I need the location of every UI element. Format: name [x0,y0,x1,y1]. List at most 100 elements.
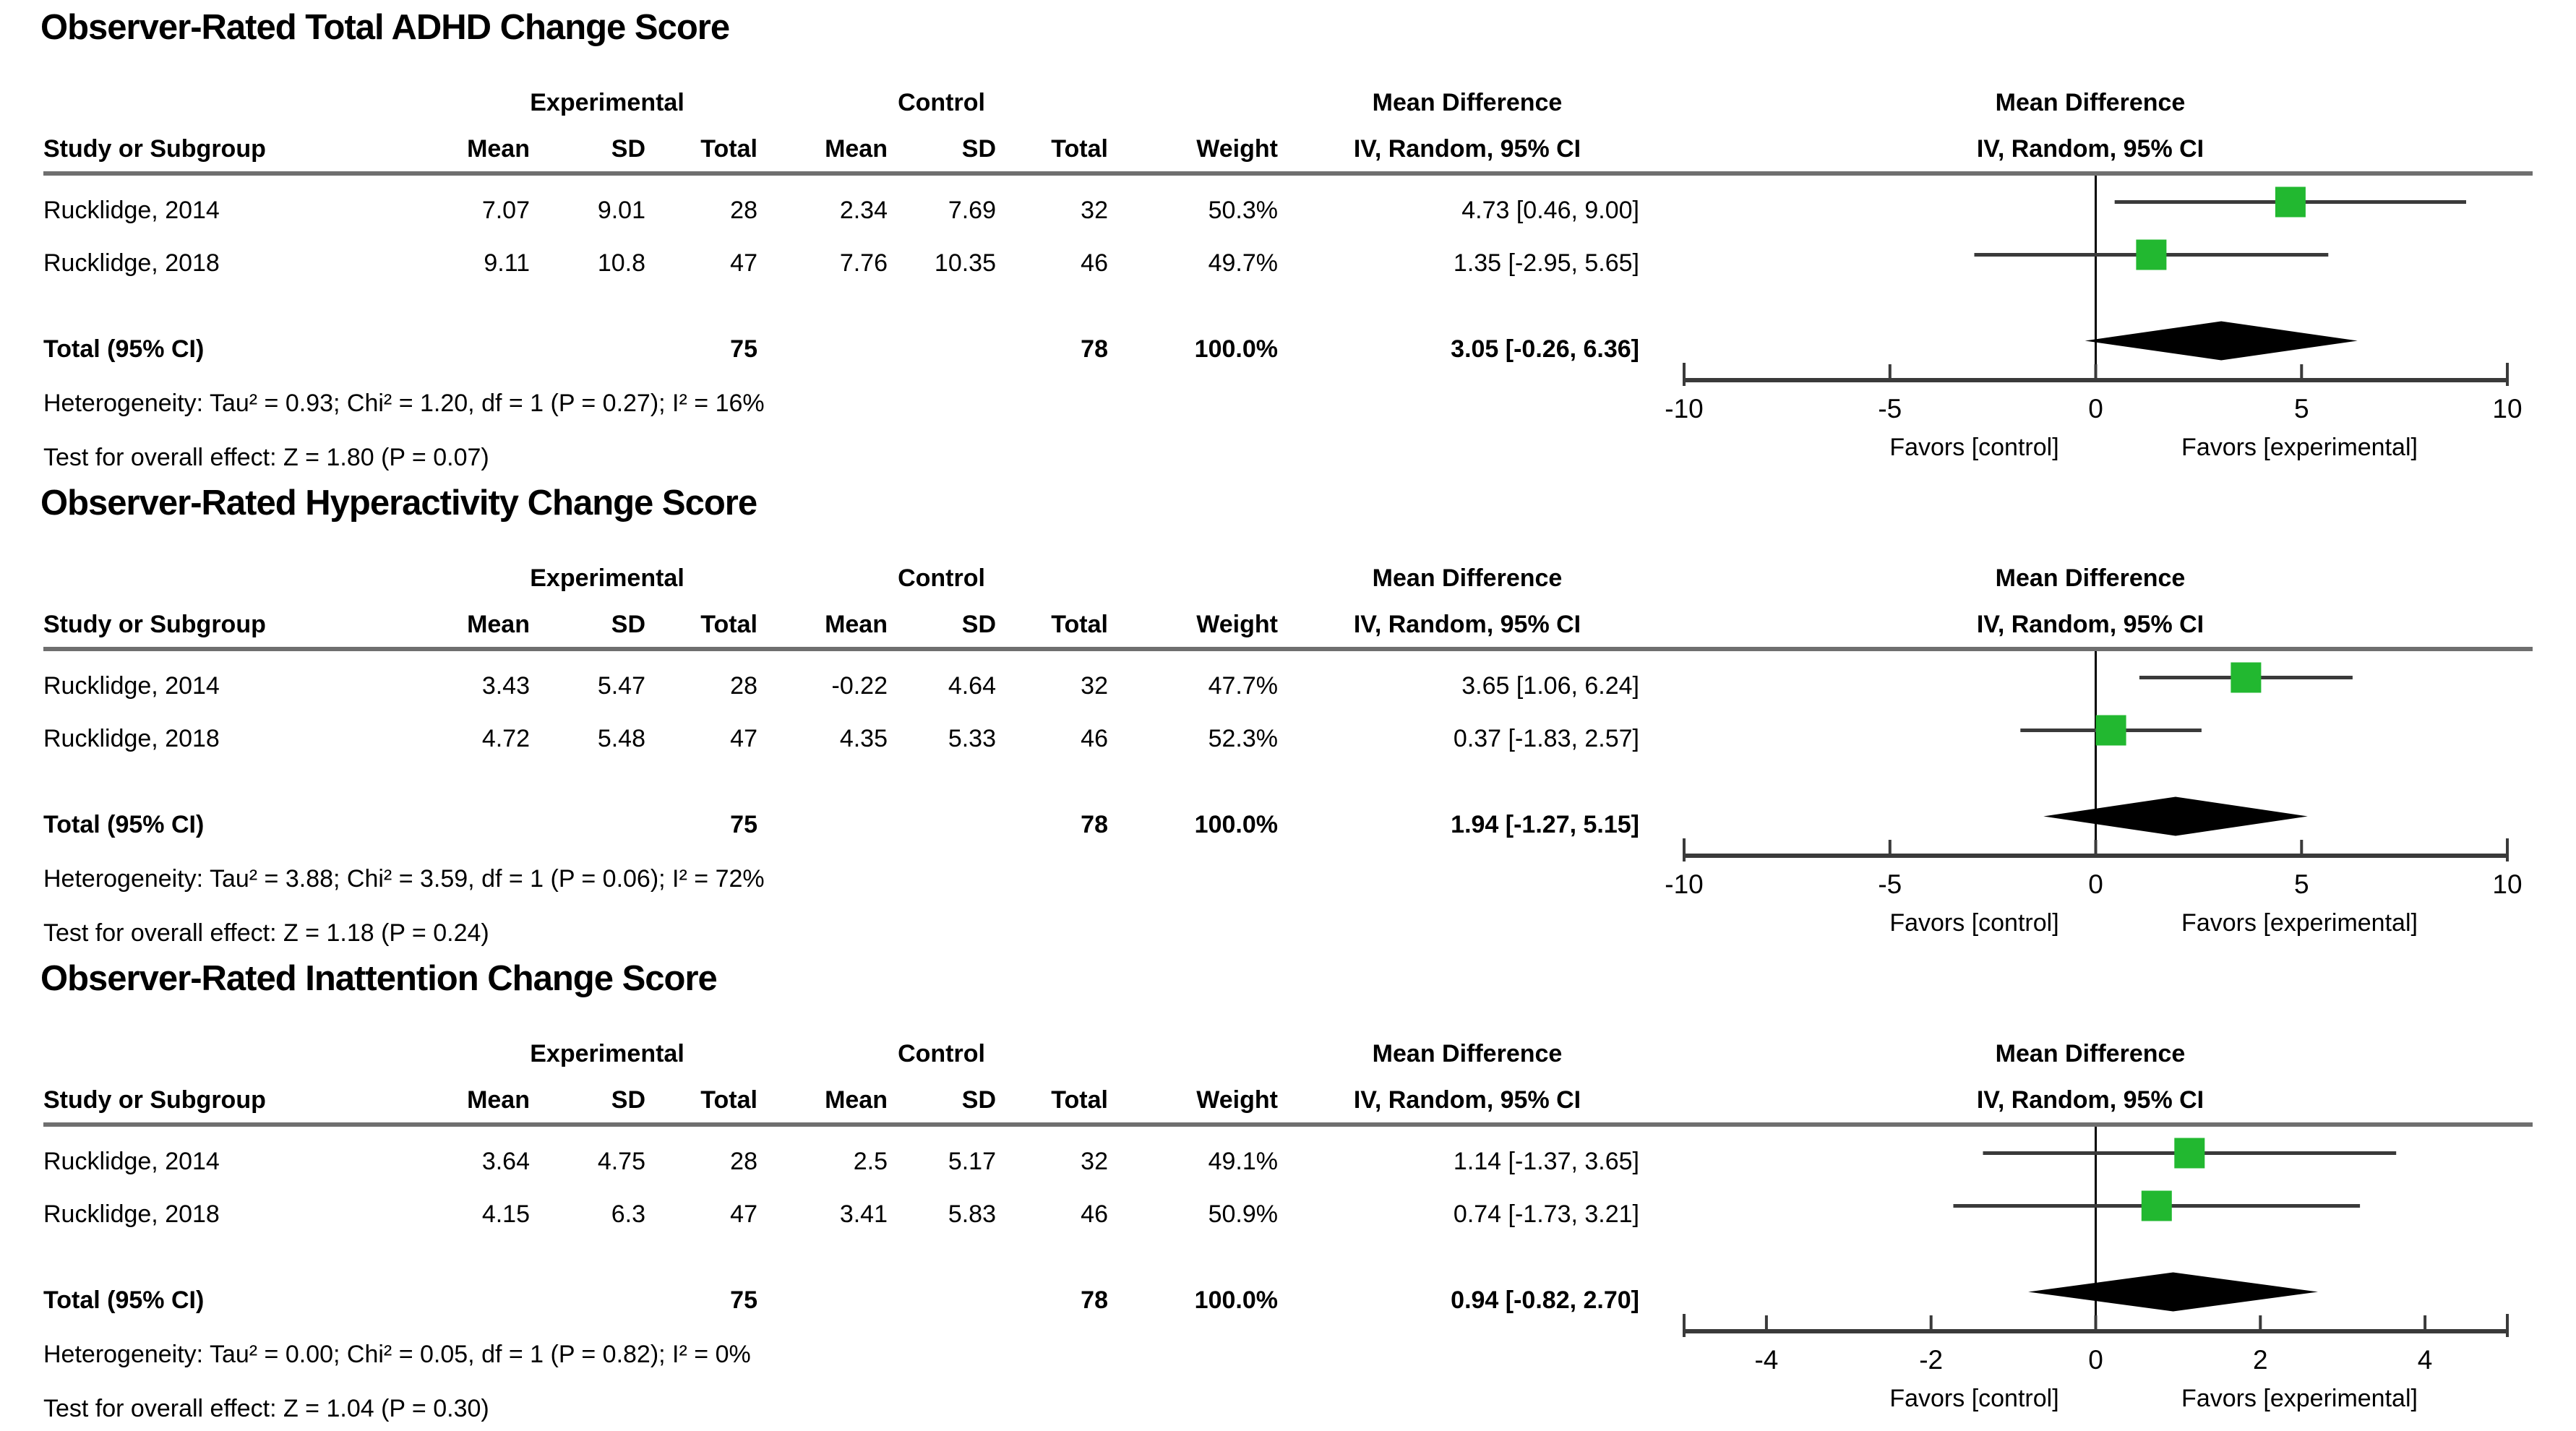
empty-cell [448,1268,538,1321]
total-exp-total: 75 [730,811,757,838]
favors-experimental-label: Favors [experimental] [2181,1385,2418,1412]
ci-plot-subheader: IV, Random, 95% CI [1976,1086,2204,1114]
summary-table: Experimental Control Mean Difference Mea… [43,1018,2576,1430]
exp-sd: 10.8 [597,249,645,277]
exp-total: 47 [730,249,757,277]
ctrl-total: 32 [1081,1148,1108,1175]
heterogeneity-line: Heterogeneity: Tau² = 3.88; Chi² = 3.59,… [43,865,765,893]
weight-header: Weight [1196,611,1278,638]
exp-sd-header: SD [611,135,645,163]
total-ci-text: 3.05 [-0.26, 6.36] [1451,335,1639,363]
empty-cell [43,1018,448,1075]
ctrl-mean: 4.35 [839,725,888,752]
empty-cell [896,1268,1005,1321]
forest-panel-total-adhd: Observer-Rated Total ADHD Change Score E… [0,7,2576,478]
exp-mean: 7.07 [481,197,530,224]
mean-difference-plot-header: Mean Difference [1995,564,2186,592]
panel-title: Observer-Rated Total ADHD Change Score [40,8,730,47]
total-ci-text: 1.94 [-1.27, 5.15] [1451,811,1639,838]
control-group-header: Control [898,89,985,116]
effect-square [2174,1138,2205,1169]
weight: 50.9% [1208,1200,1278,1228]
panel-title: Observer-Rated Inattention Change Score [40,959,718,998]
favors-experimental-label: Favors [experimental] [2181,434,2418,461]
total-label: Total (95% CI) [43,1286,205,1314]
study-column-header: Study or Subgroup [43,611,266,638]
forest-plot: -10 -5 0 5 10 Favors [control] Favors [experim… [1665,176,2523,461]
ctrl-sd: 5.33 [948,725,996,752]
panel-title: Observer-Rated Hyperactivity Change Scor… [40,484,757,523]
total-weight: 100.0% [1194,811,1278,838]
exp-total-header: Total [700,135,757,163]
effect-square [2136,239,2167,270]
overall-effect-line: Test for overall effect: Z = 1.04 (P = 0… [43,1395,489,1422]
ctrl-sd-header: SD [961,1086,996,1114]
empty-cell [448,793,538,846]
favors-experimental-label: Favors [experimental] [2181,909,2418,937]
control-group-header: Control [898,564,985,592]
weight: 52.3% [1208,725,1278,752]
exp-total: 28 [730,672,757,700]
experimental-group-header: Experimental [530,1040,684,1067]
empty-cell [538,1268,654,1321]
weight-header: Weight [1196,135,1278,163]
total-ci-text: 0.94 [-0.82, 2.70] [1451,1286,1639,1314]
ctrl-mean-header: Mean [825,1086,888,1114]
mean-difference-plot-header: Mean Difference [1995,89,2186,116]
overall-effect-line: Test for overall effect: Z = 1.18 (P = 0… [43,919,489,947]
empty-cell [538,317,654,370]
pooled-diamond [2043,796,2308,836]
total-label: Total (95% CI) [43,335,205,363]
total-ctrl-total: 78 [1081,1286,1108,1314]
weight-header: Weight [1196,1086,1278,1114]
exp-total: 28 [730,1148,757,1175]
empty-cell [896,317,1005,370]
weight: 49.1% [1208,1148,1278,1175]
header-rule [43,647,2533,651]
ctrl-sd: 10.35 [934,249,996,277]
ctrl-mean: 2.5 [853,1148,888,1175]
exp-sd: 5.48 [597,725,645,752]
exp-mean: 9.11 [484,249,530,277]
axis-tick-label: -2 [1919,1345,1943,1375]
effect-square [2095,715,2126,746]
ci-text: 1.14 [-1.37, 3.65] [1453,1148,1639,1175]
exp-mean: 4.15 [481,1200,530,1228]
ctrl-total-header: Total [1051,135,1108,163]
total-weight: 100.0% [1194,335,1278,363]
exp-mean-header: Mean [467,135,530,163]
forest-plot: -4 -2 0 2 4 Favors [control] Favors [experimen… [1683,1127,2509,1412]
ctrl-total: 46 [1081,725,1108,752]
ctrl-mean-header: Mean [825,611,888,638]
empty-cell [538,793,654,846]
ci-text: 1.35 [-2.95, 5.65] [1453,249,1639,277]
effect-square [2231,662,2262,693]
ctrl-total: 32 [1081,197,1108,224]
summary-table: Experimental Control Mean Difference Mea… [43,66,2576,478]
favors-control-label: Favors [control] [1889,909,2058,937]
axis-tick-label: 2 [2253,1345,2268,1375]
summary-table: Experimental Control Mean Difference Mea… [43,542,2576,954]
exp-sd-header: SD [611,1086,645,1114]
axis-tick-label: 4 [2418,1345,2433,1375]
empty-cell [43,542,448,599]
empty-cell [448,317,538,370]
exp-sd-header: SD [611,611,645,638]
ctrl-mean: 7.76 [839,249,888,277]
ci-text: 4.73 [0.46, 9.00] [1461,197,1639,224]
weight: 50.3% [1208,197,1278,224]
ci-text: 0.74 [-1.73, 3.21] [1453,1200,1639,1228]
empty-cell [766,317,896,370]
ctrl-sd: 5.83 [948,1200,996,1228]
empty-cell [1117,66,1287,124]
axis-tick-label: -10 [1665,869,1703,899]
exp-total: 28 [730,197,757,224]
weight: 49.7% [1208,249,1278,277]
exp-mean: 3.64 [481,1148,530,1175]
axis-tick-label: -10 [1665,394,1703,424]
axis-tick-label: 0 [2088,394,2103,424]
ctrl-mean: 2.34 [839,197,888,224]
ctrl-sd-header: SD [961,135,996,163]
study-label: Rucklidge, 2014 [43,197,220,224]
ctrl-total: 46 [1081,249,1108,277]
